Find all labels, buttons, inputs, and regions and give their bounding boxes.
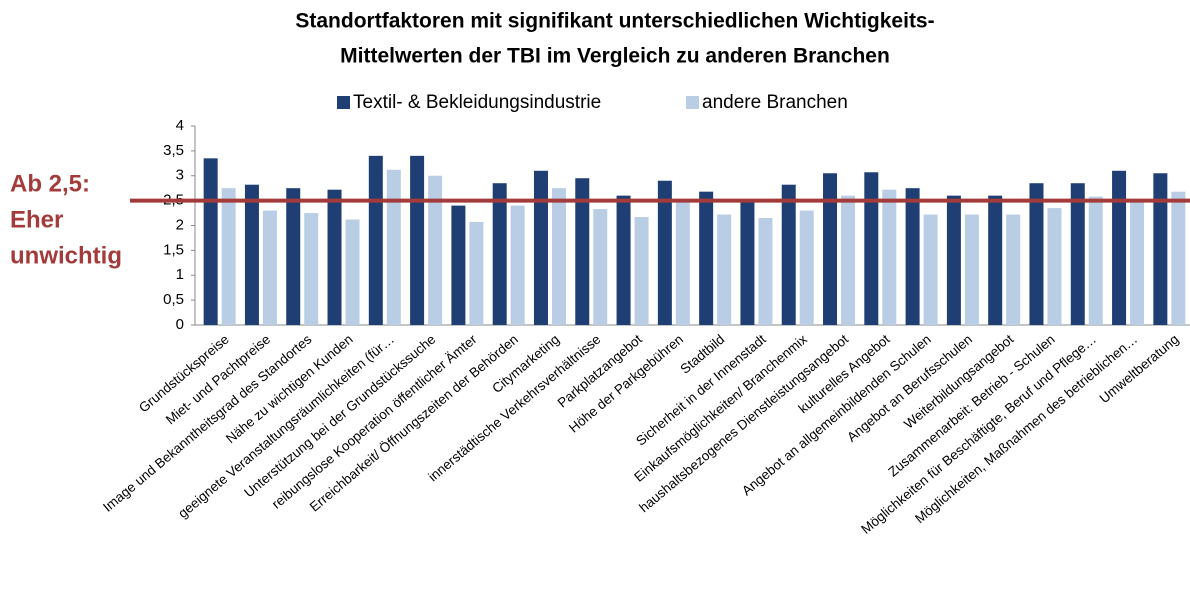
bar [964,214,979,325]
chart-title: Standortfaktoren mit signifikant untersc… [295,10,934,33]
x-tick-label: Angebot an allgemeinbildenden Schulen [739,332,934,499]
bar [368,155,383,325]
bar [905,188,920,325]
bar [699,191,714,325]
bar [492,183,507,325]
bar [946,195,961,325]
bar [923,214,938,325]
bar [1029,183,1044,325]
bar [1130,200,1145,325]
bar [593,209,608,325]
bar [657,180,672,325]
bar [428,175,443,325]
y-tick-label: 1,5 [163,241,184,258]
bar [1112,170,1127,325]
legend-swatch [686,96,699,109]
bar [451,205,466,325]
bar [286,188,301,325]
y-tick-label: 2 [176,216,184,233]
y-tick-label: 3 [176,167,184,184]
bar [864,172,879,325]
bar [345,219,360,325]
bar [823,173,838,325]
bar [304,213,319,325]
bar [675,200,690,325]
bar [988,195,1003,325]
bar [1047,208,1062,325]
annotation-text: Eher [10,206,63,233]
bar [386,169,401,325]
legend-swatch [337,96,350,109]
bar [1088,196,1103,325]
chart-title: Mittelwerten der TBI im Vergleich zu and… [340,45,890,68]
bar [203,158,218,325]
bar [717,214,732,325]
bar [262,210,277,325]
bar [1171,191,1186,325]
bar [740,199,755,325]
bar [1070,183,1085,325]
bar [533,170,548,325]
bar [221,188,236,325]
bar [551,188,566,325]
legend-label: Textil- & Bekleidungsindustrie [353,92,601,113]
y-tick-label: 4 [176,117,184,134]
bar [799,210,814,325]
bar [327,189,342,325]
y-tick-label: 0,5 [163,291,184,308]
bar [575,178,590,325]
bar [616,195,631,325]
bar [634,217,649,325]
bar [882,189,897,325]
y-tick-label: 1 [176,266,184,283]
bar [758,218,773,325]
y-tick-label: 0 [176,316,184,333]
legend-label: andere Branchen [702,92,848,113]
bar [781,184,796,325]
bar [244,184,259,325]
bar [1153,173,1168,325]
bar [510,205,525,325]
bar [469,222,484,325]
annotation-text: unwichtig [10,242,122,269]
bar [410,155,425,325]
y-tick-label: 3,5 [163,142,184,159]
bar [841,195,856,325]
bar [1006,214,1021,325]
annotation-text: Ab 2,5: [10,170,90,197]
